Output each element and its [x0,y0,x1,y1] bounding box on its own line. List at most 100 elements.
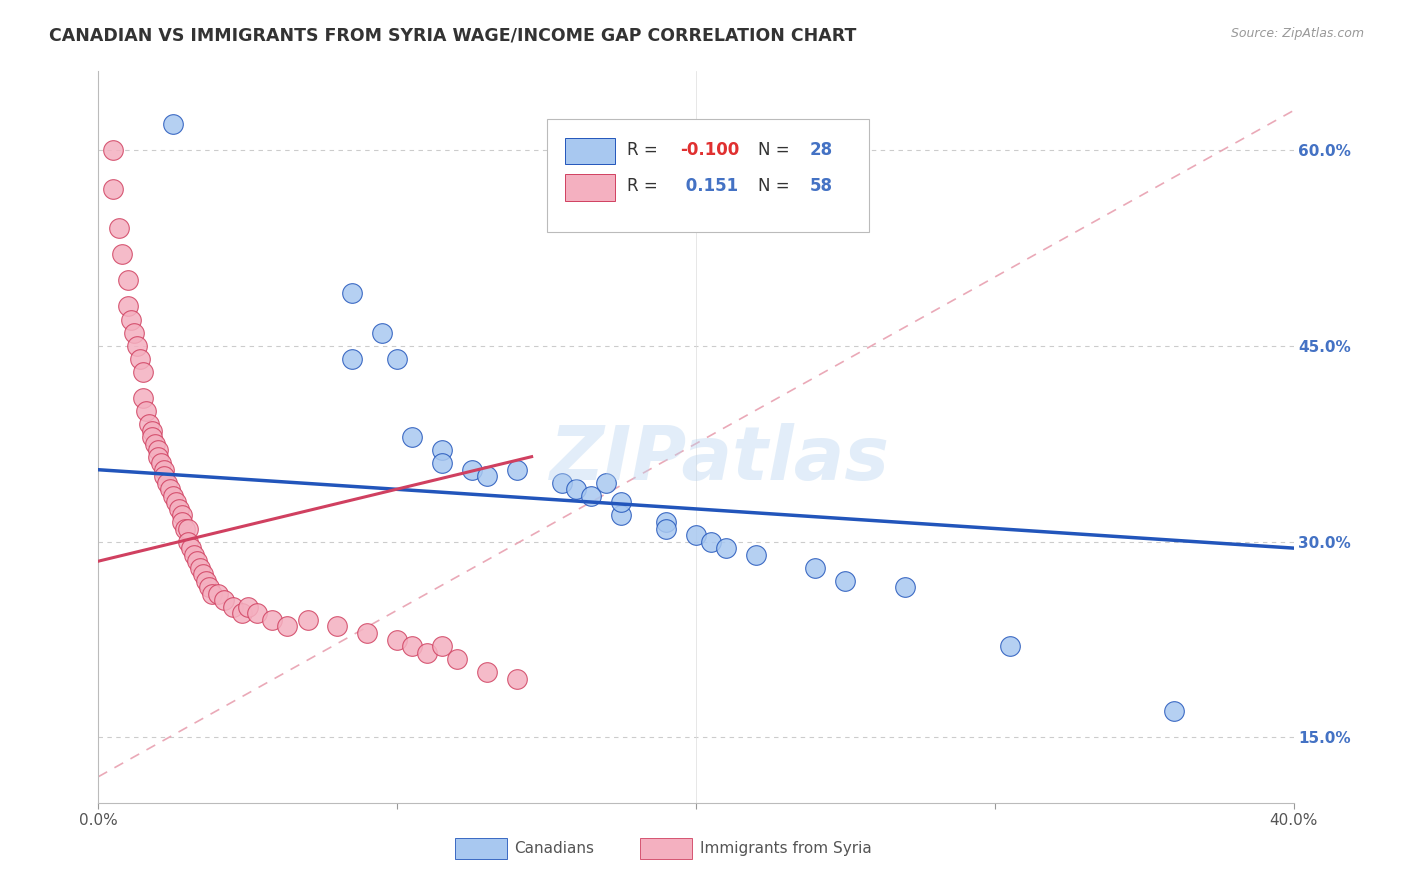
Point [156,475,179,490]
Point [201,587,224,601]
Point [153,469,176,483]
Point [700,534,723,549]
Point [655,521,678,535]
Point [276,619,298,633]
Point [342,351,364,366]
Point [610,495,633,509]
Point [180,541,202,555]
Point [260,613,283,627]
Point [132,365,155,379]
Point [745,548,768,562]
Text: Immigrants from Syria: Immigrants from Syria [700,840,872,855]
Point [117,273,139,287]
Text: Canadians: Canadians [515,840,595,855]
Point [222,599,245,614]
Point [174,521,197,535]
Point [430,456,453,470]
Point [143,436,166,450]
Point [108,221,131,235]
Point [120,312,142,326]
Point [138,417,160,431]
Point [385,632,409,647]
Text: R =: R = [627,141,658,159]
Point [191,567,214,582]
Point [195,574,218,588]
Point [159,483,181,497]
Point [246,607,269,621]
FancyBboxPatch shape [454,838,508,859]
Point [326,619,349,633]
Point [183,548,205,562]
Text: Source: ZipAtlas.com: Source: ZipAtlas.com [1230,27,1364,40]
Text: CANADIAN VS IMMIGRANTS FROM SYRIA WAGE/INCOME GAP CORRELATION CHART: CANADIAN VS IMMIGRANTS FROM SYRIA WAGE/I… [49,27,856,45]
Point [177,534,200,549]
Point [167,502,190,516]
Point [153,463,176,477]
Point [506,463,529,477]
Point [207,587,229,601]
Point [103,143,125,157]
Text: 28: 28 [810,141,832,159]
Point [385,351,409,366]
Text: ZIPatlas: ZIPatlas [550,423,890,496]
Point [129,351,152,366]
Point [550,475,572,490]
Point [141,424,163,438]
Point [124,326,146,340]
Point [236,599,259,614]
Point [186,554,208,568]
Point [132,391,155,405]
Point [595,475,617,490]
Point [506,672,529,686]
Text: N =: N = [758,178,790,195]
Point [475,665,498,680]
Point [581,489,603,503]
Text: 58: 58 [810,178,832,195]
Point [1163,705,1185,719]
FancyBboxPatch shape [565,138,614,164]
Point [177,521,200,535]
Point [172,515,194,529]
Point [446,652,468,666]
Point [127,338,149,352]
Point [198,580,221,594]
FancyBboxPatch shape [547,119,869,232]
Point [401,639,423,653]
Point [430,443,453,458]
Point [804,560,827,574]
Point [297,613,319,627]
Point [416,646,439,660]
Point [117,300,139,314]
Point [141,430,163,444]
Point [148,450,170,464]
Point [475,469,498,483]
Point [401,430,423,444]
FancyBboxPatch shape [640,838,692,859]
Point [894,580,917,594]
Point [461,463,484,477]
Point [371,326,394,340]
Point [212,593,235,607]
Point [165,495,187,509]
Point [188,560,211,574]
Point [172,508,194,523]
Text: R =: R = [627,178,658,195]
Point [430,639,453,653]
Text: 0.151: 0.151 [681,178,738,195]
Point [655,515,678,529]
Point [685,528,707,542]
Text: -0.100: -0.100 [681,141,740,159]
Point [150,456,173,470]
FancyBboxPatch shape [565,175,614,201]
Point [135,404,157,418]
Point [714,541,737,555]
Point [342,286,364,301]
Point [162,117,184,131]
Point [610,508,633,523]
Point [111,247,134,261]
Point [998,639,1021,653]
Point [565,483,588,497]
Point [162,489,184,503]
Point [148,443,170,458]
Point [231,607,253,621]
